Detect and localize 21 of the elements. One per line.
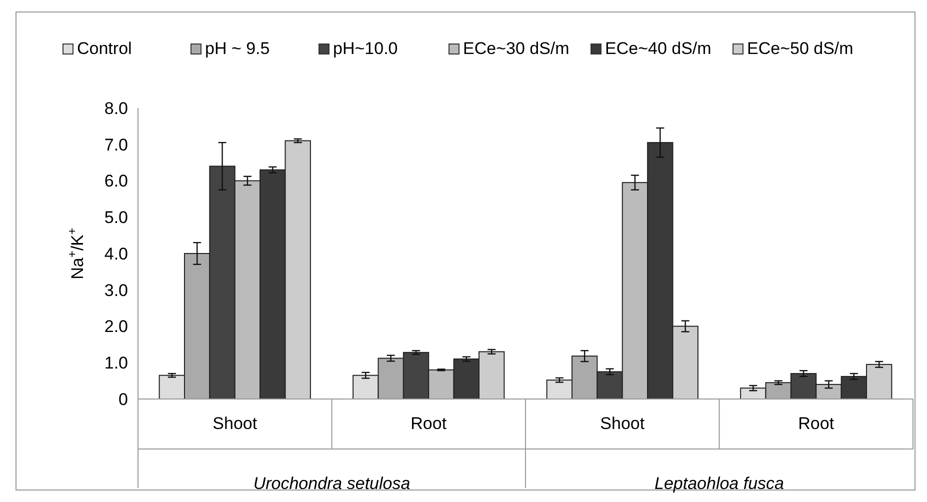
y-tick-label: 4.0 [104, 244, 128, 264]
legend-label: ECe~40 dS/m [605, 39, 712, 58]
legend-label: Control [77, 39, 132, 58]
legend-label: pH ~ 9.5 [205, 39, 270, 58]
text: Leptaohloa fusca [654, 474, 784, 493]
y-tick-label: 5.0 [104, 208, 128, 228]
x-tick-label: Root [410, 414, 447, 433]
y-tick-label: 3.0 [104, 280, 128, 300]
legend-label: ECe~50 dS/m [747, 39, 854, 58]
y-tick-label: 0 [118, 390, 128, 409]
y-tick-label: 1.0 [104, 354, 128, 373]
text: Urochondra setulosa [253, 474, 410, 493]
y-tick-label: 6.0 [104, 172, 128, 191]
y-tick-label: 7.0 [104, 135, 128, 154]
x-tick-label: Root [798, 414, 834, 433]
y-tick-label: 8.0 [104, 98, 128, 118]
x-tick-label: Shoot [212, 414, 258, 433]
x-tick-label: Shoot [600, 414, 645, 433]
legend-label: pH~10.0 [333, 39, 398, 58]
y-tick-label: 2.0 [104, 317, 128, 336]
legend-label: ECe~30 dS/m [463, 39, 570, 58]
